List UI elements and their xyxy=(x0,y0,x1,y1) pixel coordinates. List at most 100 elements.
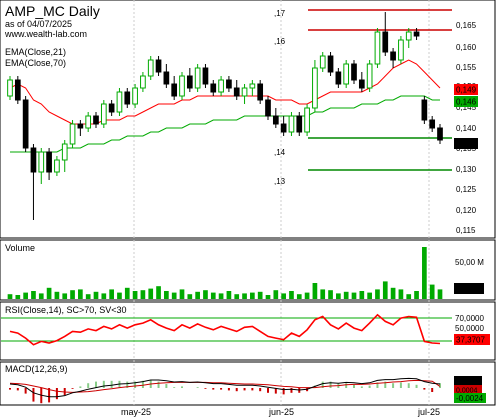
candle-body xyxy=(288,115,295,133)
candle xyxy=(202,64,209,88)
volume-bar xyxy=(422,247,427,299)
price-badges: 0,149 0,146 0,136 xyxy=(454,84,478,149)
volume-bar xyxy=(375,289,380,299)
candle xyxy=(61,140,68,172)
candle-body xyxy=(108,103,115,113)
ema70-line xyxy=(10,95,440,153)
macd-badge-box-1 xyxy=(454,385,482,394)
candle xyxy=(116,88,123,116)
volume-bar xyxy=(54,291,60,299)
badge-ema21: 0,149 xyxy=(456,86,477,95)
candle-body xyxy=(257,83,264,101)
pane-frames xyxy=(0,0,496,406)
candle-body xyxy=(296,115,303,133)
candle-body xyxy=(374,31,381,65)
volume-bar xyxy=(46,287,52,299)
rsi-badge: 37,3707 xyxy=(456,336,485,345)
candle-body xyxy=(280,123,287,133)
candle-body xyxy=(140,75,146,89)
candle xyxy=(390,48,396,68)
candle-body xyxy=(14,79,21,101)
macd-label: MACD(12,26,9) xyxy=(5,364,68,374)
macd-line xyxy=(9,377,441,398)
volume-bar xyxy=(406,294,412,299)
volume-pane-frame xyxy=(0,239,496,301)
volume-bar xyxy=(226,291,232,299)
candle xyxy=(155,56,162,76)
candle-body xyxy=(390,51,396,61)
candle xyxy=(233,80,240,100)
level-label-16: ,16 xyxy=(274,37,286,46)
badge-close: 0,136 xyxy=(456,140,477,149)
candle xyxy=(210,80,217,96)
candle xyxy=(69,120,76,148)
volume-bar xyxy=(343,291,349,299)
volume-bar xyxy=(109,289,114,299)
volume-bar xyxy=(148,288,154,299)
volume-bar xyxy=(304,292,310,299)
candle xyxy=(186,68,193,92)
candle xyxy=(374,28,381,68)
candle-body xyxy=(30,147,37,173)
volume-bar xyxy=(132,291,138,299)
volume-bar xyxy=(336,293,341,299)
volume-bar xyxy=(124,287,130,299)
candle xyxy=(179,72,185,100)
candle-body xyxy=(272,115,279,125)
candle-body xyxy=(382,31,389,53)
volume-bar xyxy=(156,286,161,299)
volume-bar xyxy=(250,292,255,299)
candle xyxy=(226,76,232,92)
macd-badge-2: -0,0024 xyxy=(456,394,484,403)
level-label-14: ,14 xyxy=(274,148,286,157)
candle-body xyxy=(171,83,178,97)
candle-body xyxy=(351,63,357,81)
candle xyxy=(22,96,29,152)
price-pane-frame xyxy=(0,0,496,239)
candle xyxy=(77,120,84,136)
volume-bar xyxy=(273,290,279,299)
rsi-plot-area xyxy=(9,313,441,346)
volume-bar xyxy=(195,291,200,299)
volume-bar xyxy=(218,293,224,299)
price-tick: 0,120 xyxy=(456,206,477,215)
rsi-line xyxy=(9,313,441,346)
macd-plot-area xyxy=(9,377,441,404)
candle xyxy=(343,60,350,88)
volume-bar xyxy=(351,292,357,299)
candle-body xyxy=(413,31,420,37)
badge-ema70-box xyxy=(454,96,478,107)
candle xyxy=(54,156,60,176)
candle xyxy=(429,116,436,132)
macd-badge-0: 0,0010 xyxy=(456,377,481,386)
candle xyxy=(241,84,248,104)
volume-bar xyxy=(414,291,419,299)
volume-bar xyxy=(312,283,318,299)
volume-bar xyxy=(234,294,240,299)
candle xyxy=(358,72,365,92)
volume-bar xyxy=(359,291,365,299)
level-labels: ,17 ,16 ,14 ,13 xyxy=(274,9,286,186)
volume-bar xyxy=(257,291,263,299)
volume-bar xyxy=(101,293,107,299)
candle-body xyxy=(327,55,334,73)
candle-body xyxy=(429,119,436,129)
macd-badge-1: 0,0004 xyxy=(456,388,478,395)
candle xyxy=(38,148,45,184)
volume-bar xyxy=(187,294,193,299)
candle-body xyxy=(366,63,373,89)
candle-body xyxy=(398,39,404,61)
volume-bar xyxy=(320,289,326,299)
badge-ema21-box xyxy=(454,84,478,95)
volume-bar xyxy=(281,293,286,299)
candle-body xyxy=(226,79,232,89)
candle-body xyxy=(85,115,92,129)
candle xyxy=(265,96,271,120)
candle xyxy=(335,68,342,88)
candle-body xyxy=(7,79,13,97)
volume-bar xyxy=(398,289,404,299)
candle xyxy=(319,52,326,72)
candle xyxy=(163,64,170,88)
volume-bar xyxy=(367,292,372,299)
